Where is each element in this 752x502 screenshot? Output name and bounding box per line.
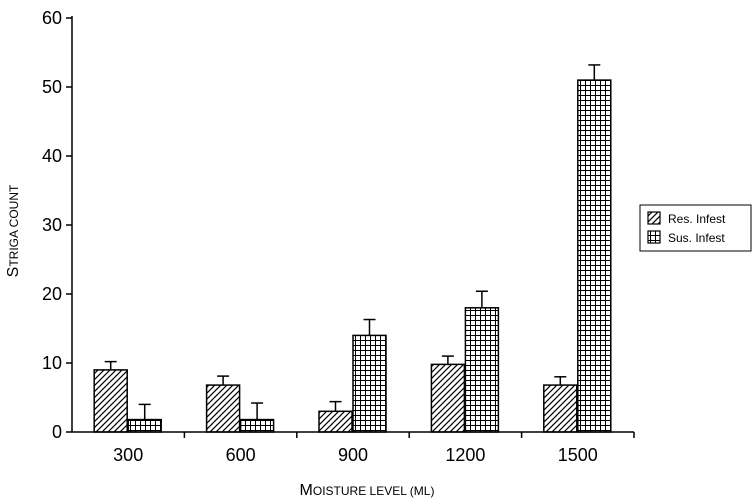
bar-sus-infest: [127, 418, 162, 433]
bar-res-infest: [543, 384, 578, 433]
y-tick-label: 20: [42, 284, 62, 304]
x-tick-label: 600: [226, 445, 256, 465]
y-tick-label: 30: [42, 215, 62, 235]
bar-res-infest: [93, 369, 128, 433]
plot-area: [93, 64, 612, 433]
x-tick-label: 1500: [558, 445, 598, 465]
legend-swatch-res-infest: [647, 211, 661, 225]
legend-swatch-sus-infest: [647, 230, 661, 244]
y-axis-title-rest: TRIGA COUNT: [7, 184, 21, 267]
bar-sus-infest: [464, 307, 500, 433]
x-tick-label: 1200: [445, 445, 485, 465]
y-tick-label: 10: [42, 353, 62, 373]
x-tick-label: 900: [338, 445, 368, 465]
y-tick-label: 0: [52, 422, 62, 442]
bar-res-infest: [318, 410, 353, 433]
y-axis-title: STRIGA COUNT: [5, 184, 22, 277]
x-axis-title-rest: OISTURE LEVEL (ML): [313, 484, 435, 498]
legend-label-sus-infest: Sus. Infest: [668, 231, 725, 245]
legend-label-res-infest: Res. Infest: [668, 212, 726, 226]
y-tick-label: 50: [42, 77, 62, 97]
bar-sus-infest: [577, 79, 612, 433]
x-axis-title: MOISTURE LEVEL (ML): [300, 482, 435, 499]
x-tick-label: 300: [113, 445, 143, 465]
bar-sus-infest: [239, 418, 275, 433]
y-tick-label: 40: [42, 146, 62, 166]
y-tick-label: 60: [42, 8, 62, 28]
legend: Res. Infest Sus. Infest: [639, 204, 752, 252]
bar-res-infest: [430, 363, 466, 433]
y-axis-title-cap: S: [5, 267, 22, 278]
bar-sus-infest: [352, 334, 387, 433]
bar-res-infest: [205, 384, 241, 433]
x-axis-title-cap: M: [300, 482, 313, 499]
